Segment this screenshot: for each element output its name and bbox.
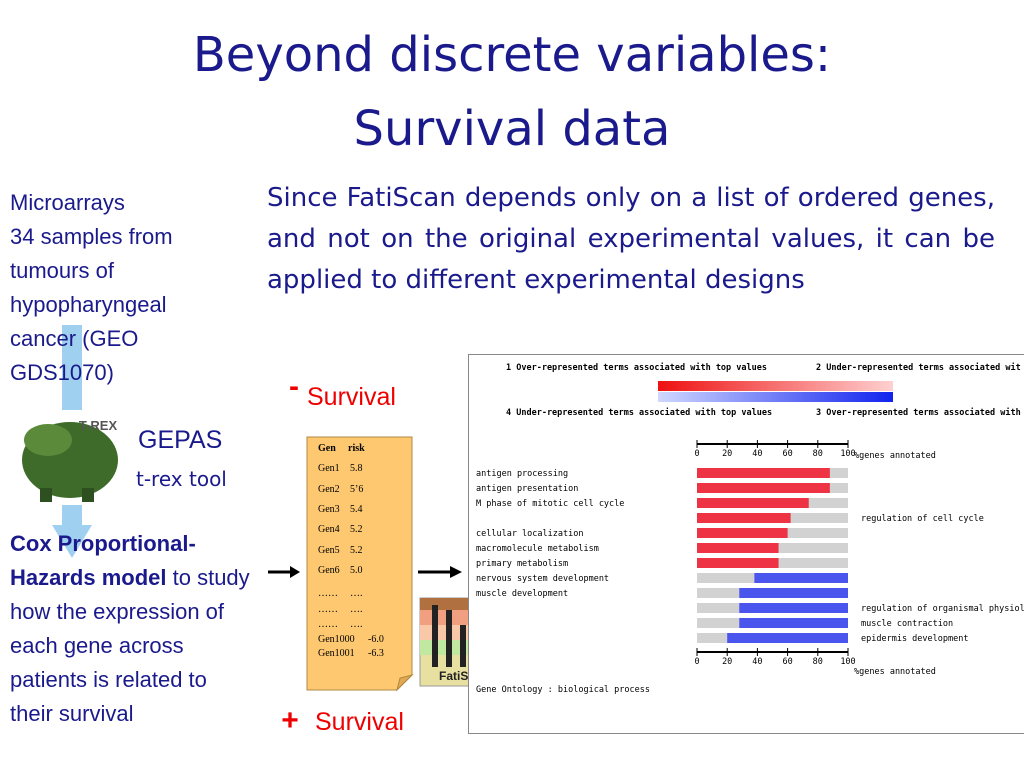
- note-risk: 5’6: [350, 484, 363, 495]
- trex-label: T-REX: [79, 418, 118, 433]
- category-label: regulation of organismal physiologic: [861, 604, 1024, 614]
- note-risk: 5.2: [350, 524, 363, 535]
- note-gene: Gen2: [318, 484, 340, 495]
- bar: [697, 558, 779, 568]
- note-risk: 5.0: [350, 565, 363, 576]
- minus-sign: -: [289, 370, 299, 403]
- x-tick-label: 0: [694, 657, 699, 667]
- note-gene: Gen4: [318, 524, 340, 535]
- legend-text: 4 Under-represented terms associated wit…: [506, 407, 772, 418]
- note-risk: ….: [350, 588, 363, 599]
- category-label: cellular localization: [476, 529, 583, 539]
- note-gene: ……: [318, 604, 338, 615]
- arrows: [268, 566, 462, 578]
- chart-footer: Gene Ontology : biological process: [476, 685, 650, 695]
- note-gene: Gen5: [318, 545, 340, 556]
- title-line: Beyond discrete variables:: [192, 27, 832, 83]
- title: Beyond discrete variables: Survival data: [0, 18, 1024, 166]
- bar: [739, 588, 848, 598]
- model-desc: to study how the expression of each gene…: [10, 565, 250, 726]
- survival-label: Survival: [307, 383, 396, 411]
- category-label: antigen processing: [476, 469, 568, 479]
- x-tick-label: 60: [782, 449, 792, 459]
- category-label: muscle contraction: [861, 619, 953, 629]
- note-text: Gen risk Gen1 5.8 Gen2 5’6 Gen3 5.4 Gen4 5.2 Gen5 5…: [318, 443, 384, 659]
- flow-arrowhead: [52, 525, 92, 558]
- category-label: macromolecule metabolism: [476, 544, 599, 554]
- note-header: risk: [348, 443, 365, 454]
- bar: [697, 483, 830, 493]
- legend-text: 2 Under-represented terms associated wit: [816, 362, 1021, 373]
- title-line: Survival data: [353, 101, 671, 157]
- plus-sign: +: [281, 704, 299, 737]
- sidebar-text: 34 samples from tumours of hypopharyngea…: [10, 224, 173, 385]
- gradient: [658, 381, 893, 391]
- note-gene: Gen1: [318, 463, 340, 474]
- category-label: M phase of mitotic cell cycle: [476, 499, 624, 509]
- x-tick-label: 40: [752, 657, 762, 667]
- legend-text: 3 Over-represented terms associated with: [816, 407, 1021, 418]
- x-tick-label: 20: [722, 449, 732, 459]
- bar: [697, 468, 830, 478]
- note-gene: Gen1000: [318, 634, 355, 645]
- model-text: Cox Proportional-Hazards model to study …: [10, 527, 255, 731]
- note-risk: 5.4: [350, 504, 363, 515]
- category-label: primary metabolism: [476, 559, 568, 569]
- category-label: muscle development: [476, 589, 568, 599]
- note-risk: -6.3: [368, 648, 384, 659]
- bar: [739, 618, 848, 628]
- bar: [697, 528, 788, 538]
- intro: Since FatiScan depends only on a list of…: [267, 183, 995, 295]
- x-tick-label: 100: [840, 657, 855, 667]
- category-label: nervous system development: [476, 574, 609, 584]
- model-name: Cox Proportional-Hazards model: [10, 531, 196, 590]
- flow-bar: [62, 325, 82, 410]
- legend-text: 1 Over-represented terms associated with…: [506, 362, 767, 373]
- survival-label: Survival: [315, 708, 404, 736]
- note-risk: 5.2: [350, 545, 363, 556]
- note-risk: ….: [350, 619, 363, 630]
- tool-sub: t-rex tool: [136, 467, 227, 491]
- category-label: antigen presentation: [476, 484, 578, 494]
- bar: [727, 633, 848, 643]
- x-tick-label: 60: [782, 657, 792, 667]
- note-risk: -6.0: [368, 634, 384, 645]
- category-label: regulation of cell cycle: [861, 514, 984, 524]
- sidebar-heading: Microarrays: [10, 190, 125, 215]
- note-gene: Gen1001: [318, 648, 355, 659]
- bar: [697, 543, 779, 553]
- bar: [739, 603, 848, 613]
- bar: [697, 498, 809, 508]
- tool-name: GEPAS: [138, 426, 223, 454]
- gradient: [658, 392, 893, 402]
- note-gene: Gen3: [318, 504, 340, 515]
- note: [306, 436, 414, 692]
- note-gene: ……: [318, 619, 338, 630]
- bar: [754, 573, 848, 583]
- note-gene: ……: [318, 588, 338, 599]
- x-tick-label: 0: [694, 449, 699, 459]
- x-axis-label: %genes annotated: [854, 451, 936, 461]
- fatiscan-chart: 1 Over-represented terms associated with…: [468, 354, 1024, 734]
- trex-icon: T-REX: [22, 418, 118, 502]
- x-tick-label: 80: [813, 449, 823, 459]
- x-tick-label: 80: [813, 657, 823, 667]
- category-label: epidermis development: [861, 634, 968, 644]
- note-header: Gen: [318, 443, 336, 454]
- bar: [697, 513, 791, 523]
- x-tick-label: 100: [840, 449, 855, 459]
- x-tick-label: 20: [722, 657, 732, 667]
- x-axis-label: %genes annotated: [854, 667, 936, 677]
- x-tick-label: 40: [752, 449, 762, 459]
- note-gene: Gen6: [318, 565, 340, 576]
- note-risk: 5.8: [350, 463, 363, 474]
- note-risk: ….: [350, 604, 363, 615]
